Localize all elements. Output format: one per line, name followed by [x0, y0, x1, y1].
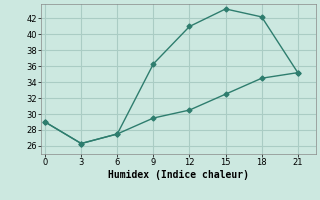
- X-axis label: Humidex (Indice chaleur): Humidex (Indice chaleur): [108, 170, 249, 180]
